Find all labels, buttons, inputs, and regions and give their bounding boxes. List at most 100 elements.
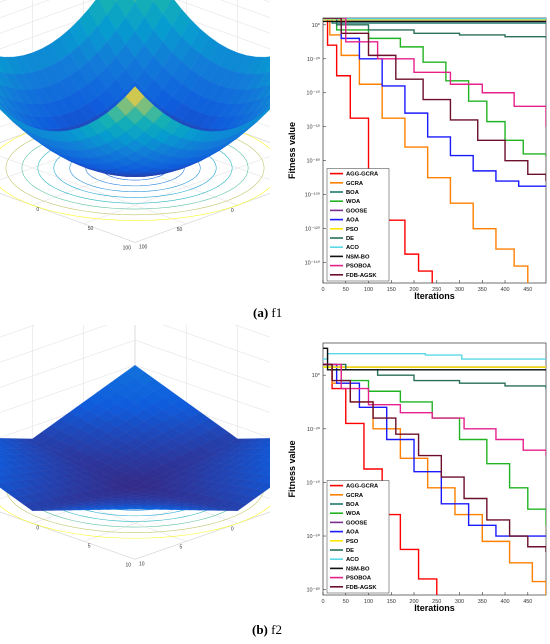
legend-entry: AOA bbox=[346, 530, 360, 536]
surface-patch bbox=[0, 78, 5, 87]
surface-svg-f1: 00.20.40.60.811.21.41.61.82×10⁴100100505… bbox=[0, 0, 342, 251]
legend-entry: PSO bbox=[346, 539, 359, 545]
surface-plot-f2: 02040608010012010105500-5-5-10-10 bbox=[0, 264, 342, 615]
caption-label-a: f1 bbox=[271, 305, 283, 320]
legend-entry: AOA bbox=[346, 218, 360, 224]
legend-entry: AGG-GCRA bbox=[346, 484, 379, 490]
series-line-boa bbox=[323, 18, 546, 24]
legend-entry: NSM-BO bbox=[346, 566, 370, 572]
y-tick-label: 10⁻⁶⁰ bbox=[307, 533, 321, 540]
x-tick-label: 0 bbox=[231, 526, 234, 532]
surface-patch bbox=[0, 464, 5, 469]
x-tick-label: 100 bbox=[364, 287, 373, 293]
convergence-svg-f1: 0 50 100 150 200 250 300 350 400 450 10⁰ 10⁻²⁰ 10⁻⁴⁰… bbox=[287, 17, 547, 301]
surface-patch bbox=[0, 440, 5, 444]
grid-line bbox=[83, 149, 289, 225]
x-tick-label: 250 bbox=[432, 599, 441, 605]
y-tick-label: 10⁻²⁰ bbox=[307, 426, 321, 433]
y-tick-label: 10⁻¹⁰⁰ bbox=[305, 192, 321, 199]
y-tick-label: 10⁻⁴⁰ bbox=[306, 479, 320, 486]
x-tick-label: 0 bbox=[321, 287, 324, 293]
caption-letter-b: (b) bbox=[252, 622, 268, 637]
x-tick-label: 150 bbox=[387, 287, 396, 293]
convergence-chart-f2: 0 50 100 150 200 250 300 350 400 450 10⁰ 10⁻²⁰ 10⁻⁴⁰… bbox=[285, 325, 550, 617]
y-tick-label: 10⁻⁸⁰ bbox=[306, 587, 320, 594]
x-tick-label: 350 bbox=[478, 287, 487, 293]
x-tick-label: 50 bbox=[343, 599, 349, 605]
legend-entry: PSOBOA bbox=[346, 264, 372, 270]
x-tick-label: 200 bbox=[409, 287, 418, 293]
legend-entry: GOOSE bbox=[346, 208, 367, 214]
surface-svg-f2: 02040608010012010105500-5-5-10-10 bbox=[0, 264, 342, 568]
series-group bbox=[323, 347, 546, 595]
series-line-psoboa bbox=[323, 18, 546, 127]
legend-entry: AGG-GCRA bbox=[346, 172, 379, 178]
y-tick-label: 10⁻⁶⁰ bbox=[307, 124, 321, 131]
y-tick-label: 10⁻⁴⁰ bbox=[306, 90, 320, 97]
y-tick-label: 10⁰ bbox=[312, 372, 321, 379]
x-tick-label: 400 bbox=[500, 599, 509, 605]
x-tick-label: 250 bbox=[432, 287, 441, 293]
surface-patch bbox=[0, 446, 5, 450]
surface-patch bbox=[0, 104, 5, 111]
series-line-fdb-agsk bbox=[323, 18, 546, 182]
x-tick-label: 300 bbox=[455, 599, 464, 605]
x-tick-label: 150 bbox=[387, 599, 396, 605]
x-tick-label: 450 bbox=[523, 599, 532, 605]
series-line-de bbox=[323, 18, 546, 39]
series-line-fdb-agsk bbox=[323, 363, 546, 553]
convergence-svg-f2: 0 50 100 150 200 250 300 350 400 450 10⁰ 10⁻²⁰ 10⁻⁴⁰… bbox=[287, 342, 547, 613]
series-line-psoboa bbox=[323, 363, 546, 456]
caption-letter-a: (a) bbox=[253, 305, 269, 320]
surface-patch bbox=[0, 479, 5, 484]
convergence-chart-f1: 0 50 100 150 200 250 300 350 400 450 10⁰ 10⁻²⁰ 10⁻⁴⁰… bbox=[285, 0, 550, 305]
x-axis-label: Iterations bbox=[414, 291, 455, 301]
x-tick-label: 100 bbox=[364, 599, 373, 605]
legend-entry: DE bbox=[346, 236, 354, 242]
x-tick-label: 0 bbox=[231, 208, 234, 214]
surface-patch bbox=[0, 64, 5, 74]
caption-a: (a) f1 bbox=[253, 305, 282, 321]
legend-entry: FDB-AGSK bbox=[346, 273, 377, 279]
x-axis-label: Iterations bbox=[414, 603, 455, 613]
y-axis-label: Fitness value bbox=[287, 440, 297, 497]
legend-entry: BOA bbox=[346, 190, 360, 196]
surface-plot-f1: 00.20.40.60.811.21.41.61.82×10⁴100100505… bbox=[0, 0, 342, 300]
legend-box bbox=[326, 168, 390, 282]
y-tick-label: 10⁻¹²⁰ bbox=[305, 226, 321, 233]
caption-b: (b) f2 bbox=[252, 622, 282, 638]
y-tick-label: 10⁻²⁰ bbox=[307, 56, 321, 63]
caption-label-b: f2 bbox=[271, 622, 282, 637]
series-line-gcra bbox=[323, 18, 529, 283]
legend-entry: GCRA bbox=[346, 493, 364, 499]
surface-patch bbox=[0, 458, 5, 462]
y-tick-label: 50 bbox=[88, 226, 94, 232]
legend-entry: ACO bbox=[346, 557, 359, 563]
x-tick-label: 450 bbox=[523, 287, 532, 293]
x-tick-label: 100 bbox=[123, 245, 132, 251]
y-tick-label: 10⁻¹⁴⁰ bbox=[305, 260, 321, 267]
legend-entry: PSOBOA bbox=[346, 576, 372, 582]
legend-entry: GOOSE bbox=[346, 520, 367, 526]
x-tick-label: 350 bbox=[478, 599, 487, 605]
y-axis-label: Fitness value bbox=[287, 122, 297, 179]
surface-patch bbox=[125, 86, 145, 107]
legend-entry: DE bbox=[346, 548, 354, 554]
legend-box bbox=[326, 480, 390, 594]
surface-patch bbox=[0, 98, 5, 105]
series-line-agg-gcra bbox=[323, 363, 438, 595]
y-tick-label: 5 bbox=[88, 543, 91, 549]
legend-entry: WOA bbox=[346, 199, 361, 205]
x-tick-label: 5 bbox=[180, 544, 183, 550]
legend-entry: GCRA bbox=[346, 181, 364, 187]
series-line-aoa bbox=[323, 363, 546, 537]
legend-entry: WOA bbox=[346, 511, 361, 517]
x-tick-label: 0 bbox=[321, 599, 324, 605]
y-tick-label: 100 bbox=[139, 244, 148, 250]
x-tick-label: 400 bbox=[500, 287, 509, 293]
y-tick-label: 10 bbox=[139, 561, 145, 567]
x-tick-label: 50 bbox=[343, 287, 349, 293]
series-line-nsm-bo bbox=[323, 347, 546, 371]
x-tick-label: 10 bbox=[125, 562, 131, 568]
y-tick-label: 0 bbox=[36, 207, 39, 213]
